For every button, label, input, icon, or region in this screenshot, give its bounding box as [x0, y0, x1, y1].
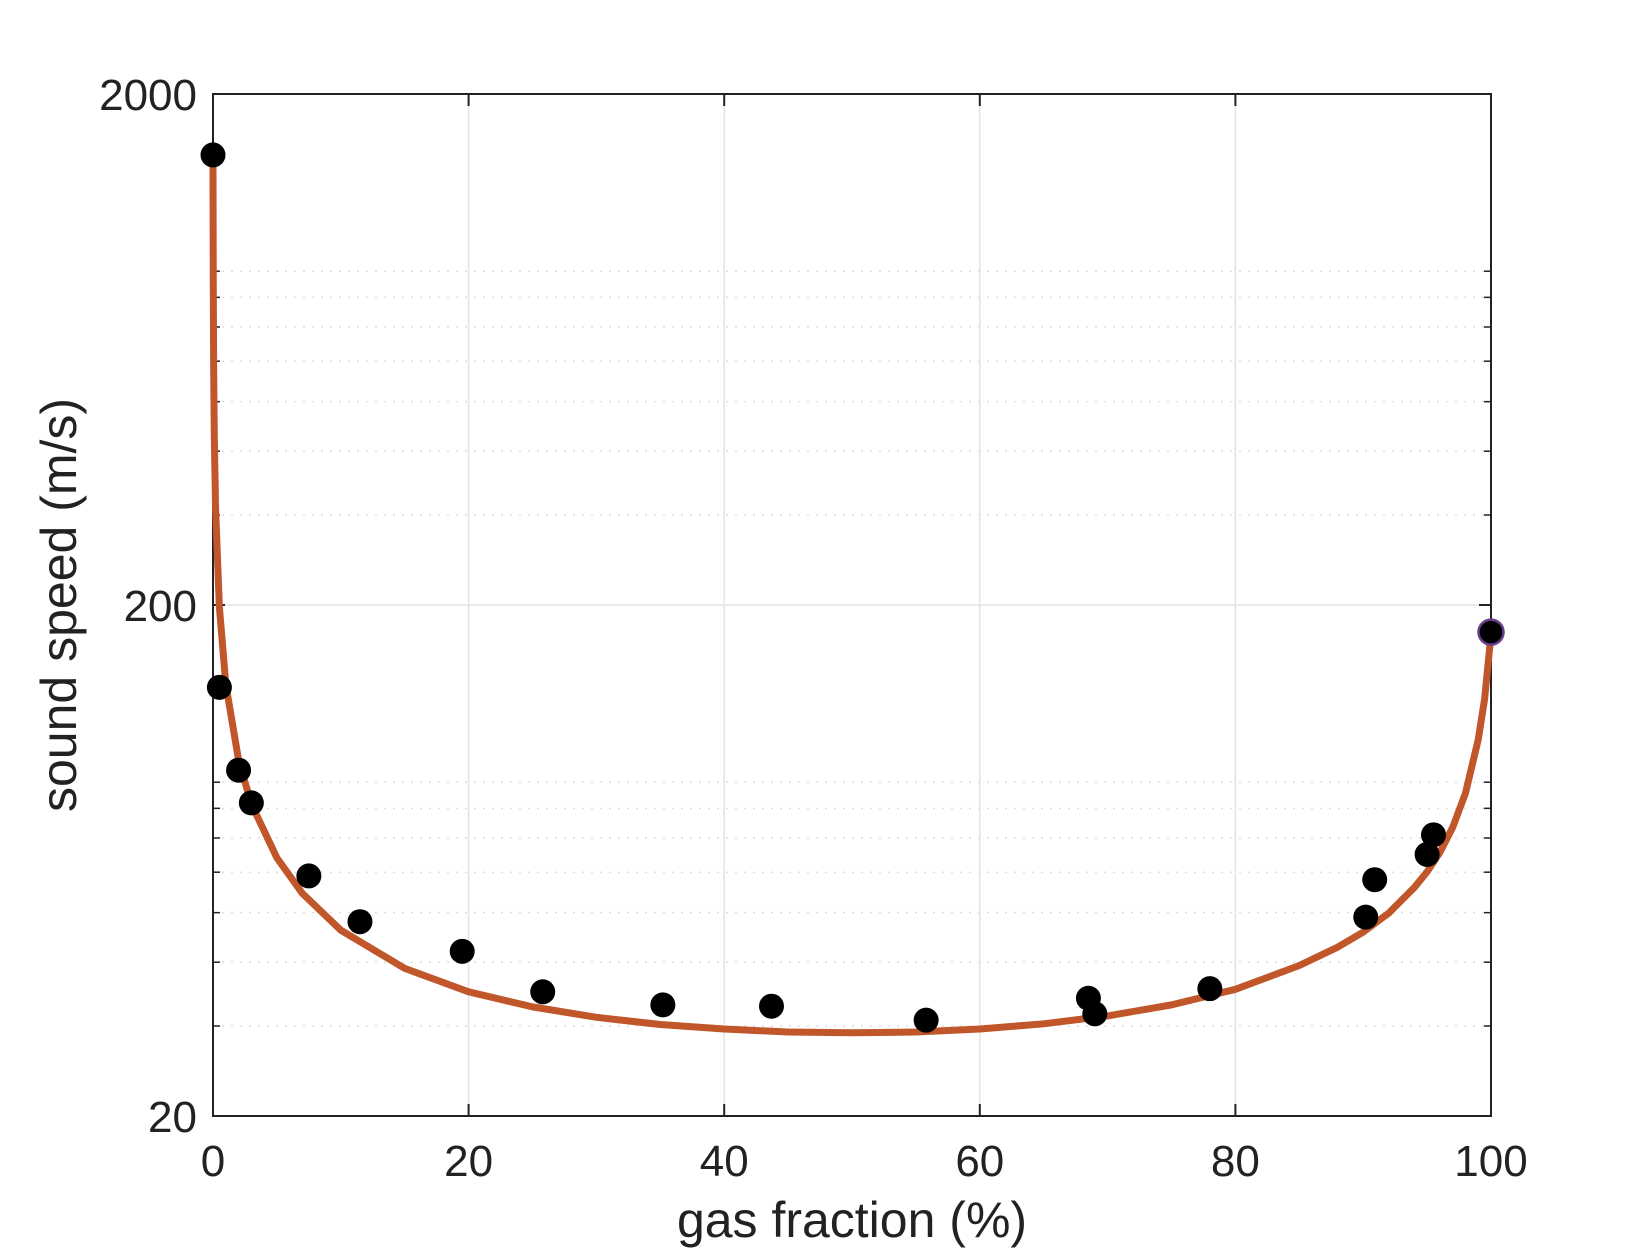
x-tick-label: 40 [700, 1137, 749, 1186]
x-axis-title: gas fraction (%) [677, 1192, 1027, 1248]
data-point [1420, 822, 1446, 848]
data-point [1353, 904, 1379, 930]
data-point [238, 790, 264, 816]
data-points-layer [200, 142, 1505, 1033]
x-tick-label: 0 [201, 1137, 225, 1186]
data-point [758, 993, 784, 1019]
fit-curve [209, 157, 1495, 1037]
x-tick-label: 100 [1454, 1137, 1527, 1186]
data-point [1362, 867, 1388, 893]
data-point [650, 992, 676, 1018]
x-tick-label: 20 [444, 1137, 493, 1186]
data-point [296, 863, 322, 889]
y-tick-label: 200 [124, 582, 197, 631]
data-point [200, 142, 226, 168]
data-point [1197, 976, 1223, 1002]
data-point [206, 674, 232, 700]
x-tick-label: 60 [955, 1137, 1004, 1186]
data-point [530, 979, 556, 1005]
x-tick-label: 80 [1211, 1137, 1260, 1186]
y-axis-title: sound speed (m/s) [31, 398, 87, 812]
data-point [1414, 841, 1440, 867]
data-point [226, 757, 252, 783]
data-point [1477, 618, 1505, 646]
axis-ticks [212, 93, 1492, 1117]
data-point [1082, 1001, 1108, 1027]
y-tick-label: 2000 [99, 71, 197, 120]
data-point [913, 1007, 939, 1033]
data-point [347, 909, 373, 935]
y-tick-label: 20 [148, 1093, 197, 1142]
data-point [449, 938, 475, 964]
fit-curve-layer [209, 157, 1495, 1037]
